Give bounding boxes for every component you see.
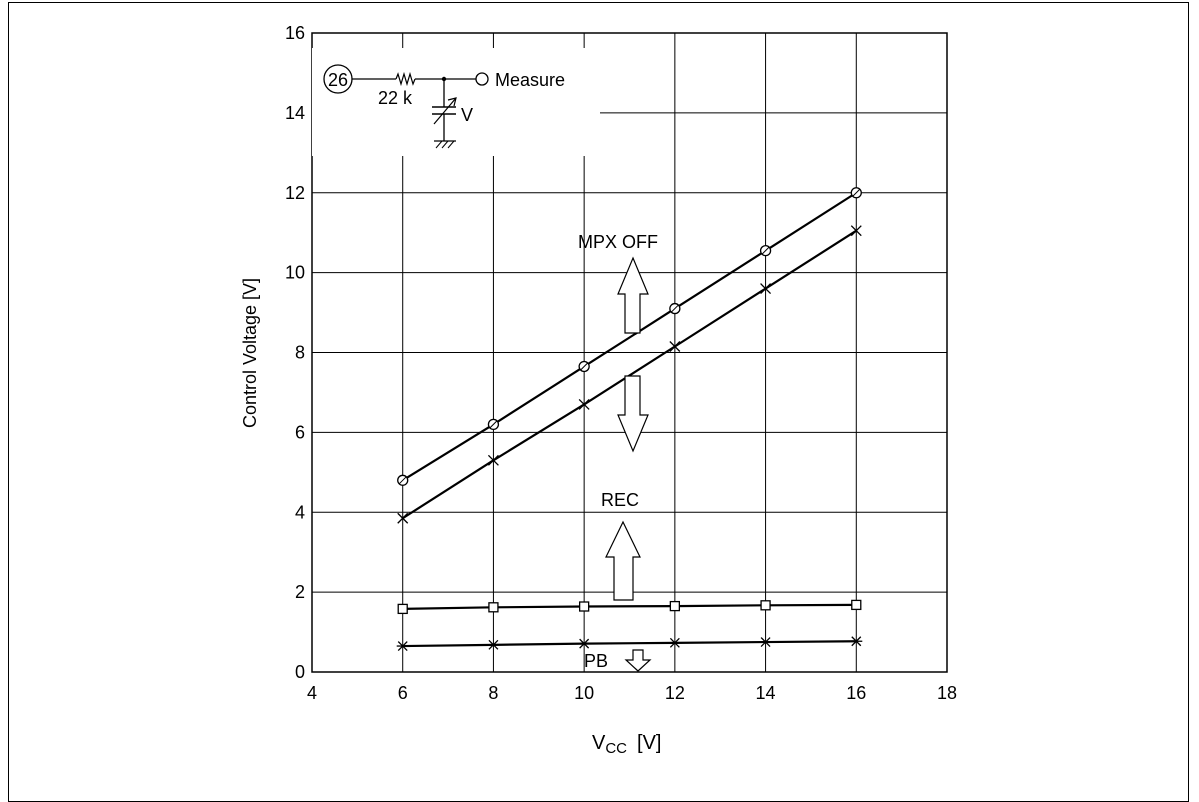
variable-arrow-shaft bbox=[433, 97, 457, 125]
x-tick-label-0: 4 bbox=[307, 683, 317, 703]
circuit-inset: 26 Measure 22 k V bbox=[312, 48, 600, 156]
annotations: MPX OFF REC PB bbox=[578, 232, 658, 672]
series-3-point-0 bbox=[396, 641, 409, 652]
series-0-point-5 bbox=[850, 187, 862, 199]
x-tick-label-1: 6 bbox=[398, 683, 408, 703]
series-line-3 bbox=[402, 640, 857, 648]
measure-terminal bbox=[475, 72, 489, 86]
series-2-point-3 bbox=[669, 600, 681, 612]
x-tick-label-6: 16 bbox=[846, 683, 866, 703]
series-1-point-5 bbox=[850, 225, 862, 237]
x-axis-label-main: V bbox=[592, 732, 606, 754]
series-layer bbox=[396, 187, 863, 652]
control-voltage-chart: 4 6 8 10 12 14 16 18 0 2 4 6 8 10 12 14 16 Control Volta… bbox=[240, 23, 957, 757]
y-tick-label-6: 12 bbox=[285, 183, 305, 203]
series-1-point-4 bbox=[760, 283, 772, 295]
series-3-point-2 bbox=[578, 638, 591, 649]
x-tick-label-3: 10 bbox=[574, 683, 594, 703]
resistor-symbol bbox=[395, 71, 416, 87]
tick-labels: 4 6 8 10 12 14 16 18 0 2 4 6 8 10 12 14 16 bbox=[285, 23, 957, 703]
series-2-point-5 bbox=[851, 599, 862, 611]
y-tick-label-4: 8 bbox=[295, 343, 305, 363]
series-0-point-2 bbox=[578, 360, 590, 373]
y-tick-label-7: 14 bbox=[285, 103, 305, 123]
pin-number: 26 bbox=[328, 70, 348, 90]
series-1-point-0 bbox=[397, 512, 409, 524]
series-3-point-4 bbox=[759, 637, 772, 648]
y-axis-label: Control Voltage [V] bbox=[240, 278, 260, 428]
y-tick-label-1: 2 bbox=[295, 582, 305, 602]
y-tick-label-3: 6 bbox=[295, 422, 305, 442]
series-0-point-1 bbox=[487, 418, 500, 431]
x-tick-label-5: 14 bbox=[756, 683, 776, 703]
source-label: V bbox=[461, 105, 473, 125]
plot-border bbox=[311, 32, 948, 673]
x-tick-label-7: 18 bbox=[937, 683, 957, 703]
series-3-point-5 bbox=[850, 636, 863, 647]
series-1-point-1 bbox=[487, 454, 499, 466]
x-axis-label-sub: CC bbox=[605, 740, 627, 757]
pb-label: PB bbox=[584, 651, 608, 671]
series-3-point-1 bbox=[487, 639, 500, 650]
series-line-0 bbox=[402, 191, 857, 482]
series-0-point-3 bbox=[669, 302, 681, 315]
mpx-off-label: MPX OFF bbox=[578, 232, 658, 252]
rec-up-arrow bbox=[605, 520, 641, 601]
series-2-point-4 bbox=[760, 600, 771, 611]
series-0-point-0 bbox=[397, 474, 409, 486]
measure-label: Measure bbox=[495, 70, 565, 90]
pb-down-arrow bbox=[624, 649, 652, 672]
series-0-point-4 bbox=[759, 245, 772, 257]
circuit-inset-background bbox=[312, 48, 600, 156]
y-tick-label-0: 0 bbox=[295, 662, 305, 682]
series-2-point-2 bbox=[578, 601, 590, 612]
series-2-point-1 bbox=[488, 602, 499, 613]
series-1-point-3 bbox=[669, 341, 681, 352]
series-3-point-3 bbox=[668, 637, 681, 648]
resistor-value: 22 k bbox=[378, 88, 413, 108]
mpx-off-up-arrow bbox=[617, 256, 649, 334]
mpx-off-down-arrow bbox=[617, 375, 649, 453]
x-axis-label: VCC [V] bbox=[592, 732, 661, 757]
series-1-point-2 bbox=[578, 398, 590, 410]
x-tick-label-4: 12 bbox=[665, 683, 685, 703]
rec-label: REC bbox=[601, 490, 639, 510]
variable-arrow-head bbox=[447, 97, 457, 107]
x-tick-label-2: 8 bbox=[488, 683, 498, 703]
y-tick-label-2: 4 bbox=[295, 502, 305, 522]
y-tick-label-5: 10 bbox=[285, 263, 305, 283]
x-axis-label-unit: [V] bbox=[637, 732, 661, 754]
y-tick-label-8: 16 bbox=[285, 23, 305, 43]
series-2-point-0 bbox=[397, 603, 408, 615]
series-line-2 bbox=[402, 603, 857, 610]
